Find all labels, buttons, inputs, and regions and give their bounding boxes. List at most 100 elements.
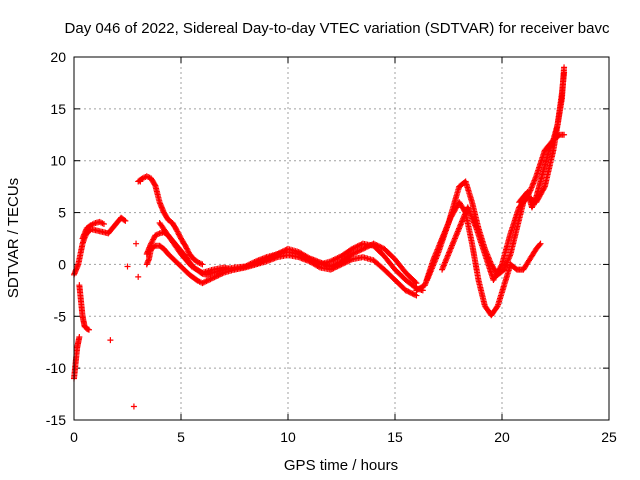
data-point [375,243,382,250]
data-point [357,241,364,248]
data-point [329,257,336,264]
data-point [354,243,361,250]
data-point [349,245,356,252]
data-point [305,254,312,261]
data-point [413,292,420,299]
data-point [218,271,225,278]
data-point [155,231,162,238]
series-arc4 [79,218,107,242]
data-point [200,279,207,286]
data-point [366,242,373,249]
series-arc3 [76,282,92,333]
data-point [409,290,416,297]
data-point [355,242,362,249]
x-tick-label: 0 [70,429,78,445]
series-arc2 [71,334,83,382]
data-point [98,219,105,226]
data-point [276,249,283,256]
data-point [536,241,543,248]
data-point [212,273,219,280]
data-point [406,289,413,296]
series-arc5 [135,173,206,268]
data-point [99,220,106,227]
data-point [351,249,358,256]
data-point [250,259,257,266]
data-point [493,304,500,311]
data-point [412,291,419,298]
data-point [405,288,412,295]
data-point [85,326,92,333]
data-point [358,246,365,253]
data-point [537,240,544,247]
data-point [402,287,409,294]
y-tick-label: 20 [50,49,66,65]
data-point [404,288,411,295]
data-point [199,280,206,287]
data-point [282,247,289,254]
data-point [331,256,338,263]
data-point [275,250,282,257]
data-point [367,241,374,248]
y-tick-label: 10 [50,153,66,169]
y-tick-labels: -15 -10 -5 0 5 10 15 20 [46,49,66,428]
data-point [333,255,340,262]
data-point [498,262,505,269]
data-point [133,240,140,247]
data-point [246,261,253,268]
data-point [329,262,336,269]
data-point [333,260,340,267]
data-point [203,278,210,285]
series-arc8 [156,219,420,287]
plot-frame [73,56,610,421]
data-point [248,260,255,267]
data-point [330,257,337,264]
data-point [374,242,381,249]
data-point [334,255,341,262]
y-tick-label: -10 [46,360,66,376]
data-point [242,263,249,270]
series-arc12 [516,69,568,211]
data-point [279,248,286,255]
x-axis-label: GPS time / hours [284,457,398,474]
data-point [135,273,142,280]
data-point [361,245,368,252]
data-point [561,131,568,138]
data-point [335,259,342,266]
data-point [330,262,337,269]
data-point [561,69,568,76]
data-point [216,271,223,278]
data-point [278,249,285,256]
y-tick-label: 15 [50,101,66,117]
data-point [100,220,107,227]
data-point [107,337,114,344]
y-tick-label: -15 [46,412,66,428]
data-point [371,241,378,248]
data-point [244,262,251,269]
data-point [121,217,128,224]
data-point [335,254,342,261]
x-tick-label: 10 [280,429,296,445]
data-point [210,274,217,281]
y-tick-label: 5 [58,205,66,221]
data-point [353,243,360,250]
chart-title: Day 046 of 2022, Sidereal Day-to-day VTE… [65,20,610,37]
data-point [410,291,417,298]
data-point [124,263,131,270]
data-point [214,272,221,279]
data-point [349,251,356,258]
data-point [408,289,415,296]
y-tick-label: -5 [54,308,67,324]
data-point [350,250,357,257]
data-point [247,260,254,267]
data-point [362,244,369,251]
data-point [327,258,334,265]
data-point [353,249,360,256]
data-points [71,64,568,410]
data-point [541,184,548,191]
data-point [334,260,341,267]
data-point [206,276,213,283]
data-point [243,262,250,269]
x-tick-label: 15 [387,429,403,445]
data-point [251,258,258,265]
